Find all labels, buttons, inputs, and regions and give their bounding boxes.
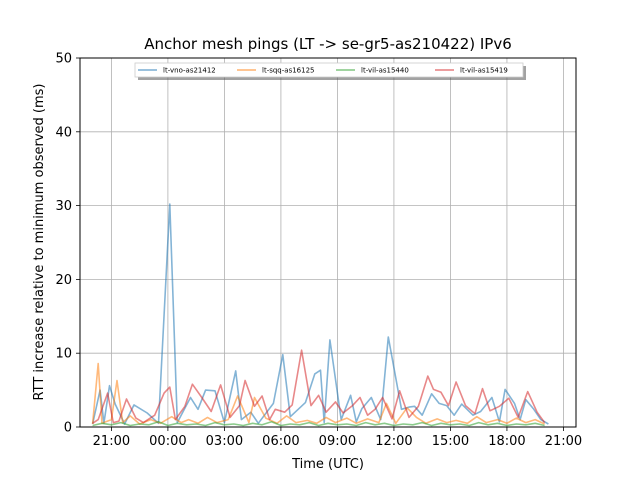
x-tick-label: 21:00 (93, 434, 130, 449)
legend-label: lt-vno-as21412 (163, 67, 216, 75)
x-tick-label: 03:00 (206, 434, 243, 449)
legend: lt-vno-as21412 lt-sqq-as16125 lt-vil-as154… (134, 62, 526, 80)
series-layer (91, 203, 549, 427)
x-tick-label: 18:00 (488, 434, 525, 449)
y-axis-label: RTT increase relative to minimum observe… (32, 84, 47, 401)
legend-label: lt-sqq-as16125 (262, 67, 314, 75)
x-tick-label: 21:00 (545, 434, 582, 449)
legend-label: lt-vil-as15440 (361, 67, 409, 75)
plot-frame (79, 57, 577, 428)
y-tick-label: 10 (55, 347, 72, 362)
ticks: 21:00 00:00 03:00 06:00 09:00 12:00 15:00 18:00… (55, 52, 582, 450)
y-tick-label: 30 (55, 199, 72, 214)
legend-box (134, 62, 524, 78)
x-tick-label: 00:00 (149, 434, 186, 449)
y-tick-label: 20 (55, 273, 72, 288)
x-tick-label: 06:00 (262, 434, 299, 449)
y-tick-label: 50 (55, 52, 72, 67)
series-line-lt-vno-as21412 (91, 203, 549, 425)
series-line-lt-vil-as15419 (92, 349, 546, 424)
x-axis-label: Time (UTC) (291, 457, 364, 472)
x-tick-label: 15:00 (432, 434, 469, 449)
y-tick-label: 0 (64, 421, 72, 436)
series-line-lt-sqq-as16125 (91, 362, 545, 425)
chart-title: Anchor mesh pings (LT -> se-gr5-as210422… (144, 35, 512, 53)
legend-label: lt-vil-as15419 (460, 67, 508, 75)
x-tick-label: 12:00 (375, 434, 412, 449)
series-line-lt-vil-as15440 (92, 420, 545, 427)
y-tick-label: 40 (55, 125, 72, 140)
x-tick-label: 09:00 (319, 434, 356, 449)
